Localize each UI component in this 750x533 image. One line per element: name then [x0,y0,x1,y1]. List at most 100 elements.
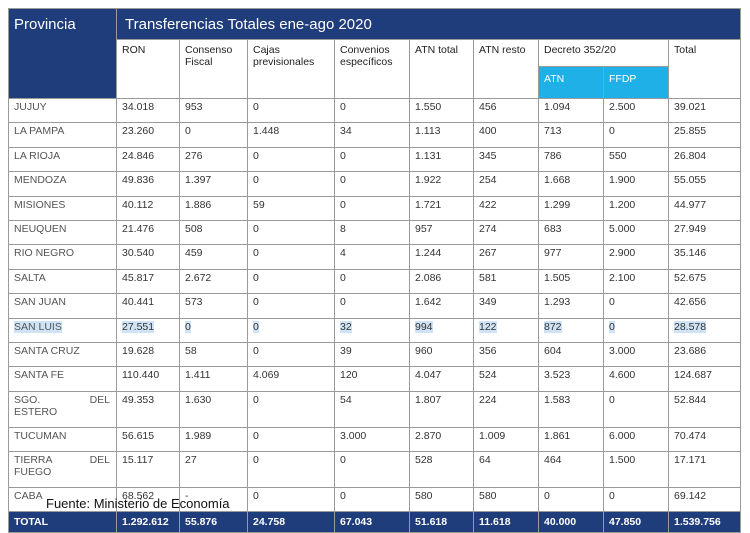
value-text: 1.630 [185,393,212,406]
value-text: 1.900 [609,174,636,187]
value-text: 604 [544,344,562,357]
value-text: 0 [340,454,346,467]
value-cell: 581 [473,268,539,295]
provincia-cell: RIO NEGRO [8,244,117,270]
value-cell: 39.021 [667,97,742,124]
value-cell: 528 [409,451,474,489]
value-text: 70.474 [674,429,707,442]
table-row: SGO. DEL ESTERO 49.353 1.630 0 54 1.807 224 1.583… [8,390,742,428]
value-cell: 32 [334,317,410,343]
value-text: 6.000 [609,429,636,442]
value-text: 1.113 [415,125,441,138]
value-cell: 0 [247,487,335,513]
value-text: 1.244 [415,247,442,260]
value-text: 4.069 [253,369,280,382]
value-cell: 1.293 [538,293,604,319]
value-text: 1.721 [415,198,442,211]
provincia-cell: SGO. DEL ESTERO [8,390,117,428]
value-cell: 580 [473,487,539,513]
provincia-cell: SANTA FE [8,366,117,392]
value-cell: 68.562 [116,487,180,513]
value-cell: 49.836 [116,171,180,197]
value-cell: 0 [247,219,335,246]
value-text: 124.687 [674,369,712,382]
value-text: 0 [253,101,259,113]
value-cell: 1.861 [538,426,604,453]
value-text: 1.642 [415,296,442,309]
table-row: SANTA CRUZ 19.628 58 0 39 960 356 604 3.000 23.68… [8,341,742,368]
value-cell: 70.474 [667,426,742,453]
total-cell: 51.618 [409,511,474,533]
value-cell: 30.540 [116,244,180,270]
value-cell: 0 [247,317,335,343]
provincia-part: TIERRA [14,454,53,467]
value-text: 276 [185,149,203,162]
value-text: 0 [340,296,346,309]
value-text: 4 [340,247,346,260]
value-text: 0 [253,296,259,309]
source-note: Fuente: Ministerio de Economía [46,496,230,511]
value-text: 1.989 [185,429,212,442]
value-text: 0 [253,490,259,503]
provincia-cell: SALTA [8,268,117,295]
value-text: 0 [253,393,259,406]
value-text: 40.441 [122,296,155,309]
value-text: 356 [479,344,497,357]
value-text: 0 [340,101,346,113]
value-text: 1.094 [544,101,571,113]
value-cell: 580 [409,487,474,513]
value-text: 56.615 [122,429,155,442]
value-text: 0 [340,149,346,162]
value-cell: 0 [334,146,410,173]
value-text: 573 [185,296,203,309]
value-cell: 1.886 [179,195,248,221]
value-text: 5.000 [609,222,636,235]
value-cell: 550 [603,146,669,173]
value-text: 0 [340,271,346,284]
value-cell: 56.615 [116,426,180,453]
value-cell: 64 [473,451,539,489]
value-text: 0 [609,296,615,309]
value-text: 2.900 [609,247,636,260]
value-text: 28.578 [674,320,707,333]
value-text: 580 [479,490,497,503]
table-row: MENDOZA 49.836 1.397 0 0 1.922 254 1.668 1.900 55… [8,171,742,197]
value-cell: 356 [473,341,539,368]
provincia-label: RIO NEGRO [14,247,75,260]
value-text: 0 [609,393,615,406]
provincia-cell: NEUQUEN [8,219,117,246]
table-row: SANTA FE 110.440 1.411 4.069 120 4.047 524 3.52… [8,366,742,392]
value-cell: 1.244 [409,244,474,270]
value-text: 2.086 [415,271,442,284]
value-cell: 400 [473,122,539,148]
value-text: 122 [479,320,497,333]
value-text: 55.055 [674,174,707,187]
value-cell: 1.094 [538,97,604,124]
value-text: 4.047 [415,369,442,382]
table-row: NEUQUEN 21.476 508 0 8 957 274 683 5.000 27.949 [8,219,742,246]
value-cell: 15.117 [116,451,180,489]
value-cell: 1.200 [603,195,669,221]
value-cell: 0 [334,268,410,295]
value-text: 69.142 [674,490,707,503]
provincia-label: SAN JUAN [14,296,66,309]
value-cell: 0 [334,451,410,489]
value-text: 786 [544,149,562,162]
value-text: 957 [415,222,433,235]
value-text: 25.855 [674,125,707,138]
table-row: MISIONES 40.112 1.886 59 0 1.721 422 1.299 1.200… [8,195,742,221]
value-cell: 0 [247,390,335,428]
value-cell: 17.171 [667,451,742,489]
provincia-cell: MENDOZA [8,171,117,197]
value-cell: 2.100 [603,268,669,295]
value-text: 2.672 [185,271,212,284]
value-cell: 0 [603,293,669,319]
value-text: 1.550 [415,101,442,113]
value-text: 54 [340,393,352,406]
provincia-label: CABA [14,490,43,503]
value-cell: 0 [247,97,335,124]
value-text: 0 [609,125,615,138]
total-cell: 67.043 [334,511,410,533]
value-text: 1.861 [544,429,571,442]
provincia-part: ESTERO [14,405,58,418]
